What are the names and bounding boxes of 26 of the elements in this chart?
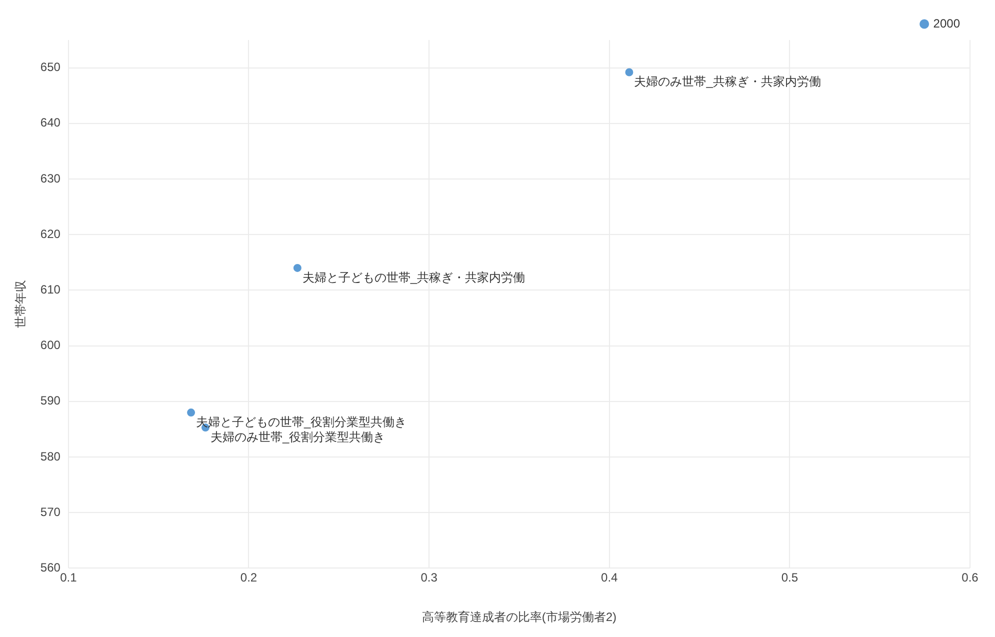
x-axis-title: 高等教育達成者の比率(市場労働者2) xyxy=(422,610,617,624)
annotation: 夫婦のみ世帯_共稼ぎ・共家内労働 xyxy=(634,74,821,89)
x-tick-label: 0.1 xyxy=(60,570,78,585)
annotation: 夫婦のみ世帯_役割分業型共働き xyxy=(210,430,386,444)
point xyxy=(187,408,196,417)
y-axis-title: 世帯年収 xyxy=(14,280,28,328)
y-tick-label: 650 xyxy=(40,60,61,74)
y-tick-label: 580 xyxy=(40,449,61,464)
x-tick-label: 0.5 xyxy=(781,570,798,585)
x-tick-label: 0.2 xyxy=(240,570,258,585)
point xyxy=(625,68,634,76)
y-tick-label: 610 xyxy=(40,282,61,297)
legend-label: 2000 xyxy=(933,16,960,30)
x-tick-label: 0.3 xyxy=(420,570,438,585)
point xyxy=(293,264,302,272)
x-tick-label: 0.4 xyxy=(601,570,618,585)
y-tick-label: 560 xyxy=(40,560,61,575)
annotation: 夫婦と子どもの世帯_役割分業型共働き xyxy=(196,414,407,429)
y-tick-label: 640 xyxy=(40,116,61,130)
x-tick-label: 0.6 xyxy=(962,570,979,585)
annotation: 夫婦と子どもの世帯_共稼ぎ・共家内労働 xyxy=(302,270,526,284)
y-tick-label: 630 xyxy=(40,171,61,186)
y-tick-label: 600 xyxy=(40,338,61,352)
y-tick-label: 620 xyxy=(40,226,61,241)
y-tick-label: 590 xyxy=(40,394,61,408)
y-tick-label: 570 xyxy=(40,504,61,519)
